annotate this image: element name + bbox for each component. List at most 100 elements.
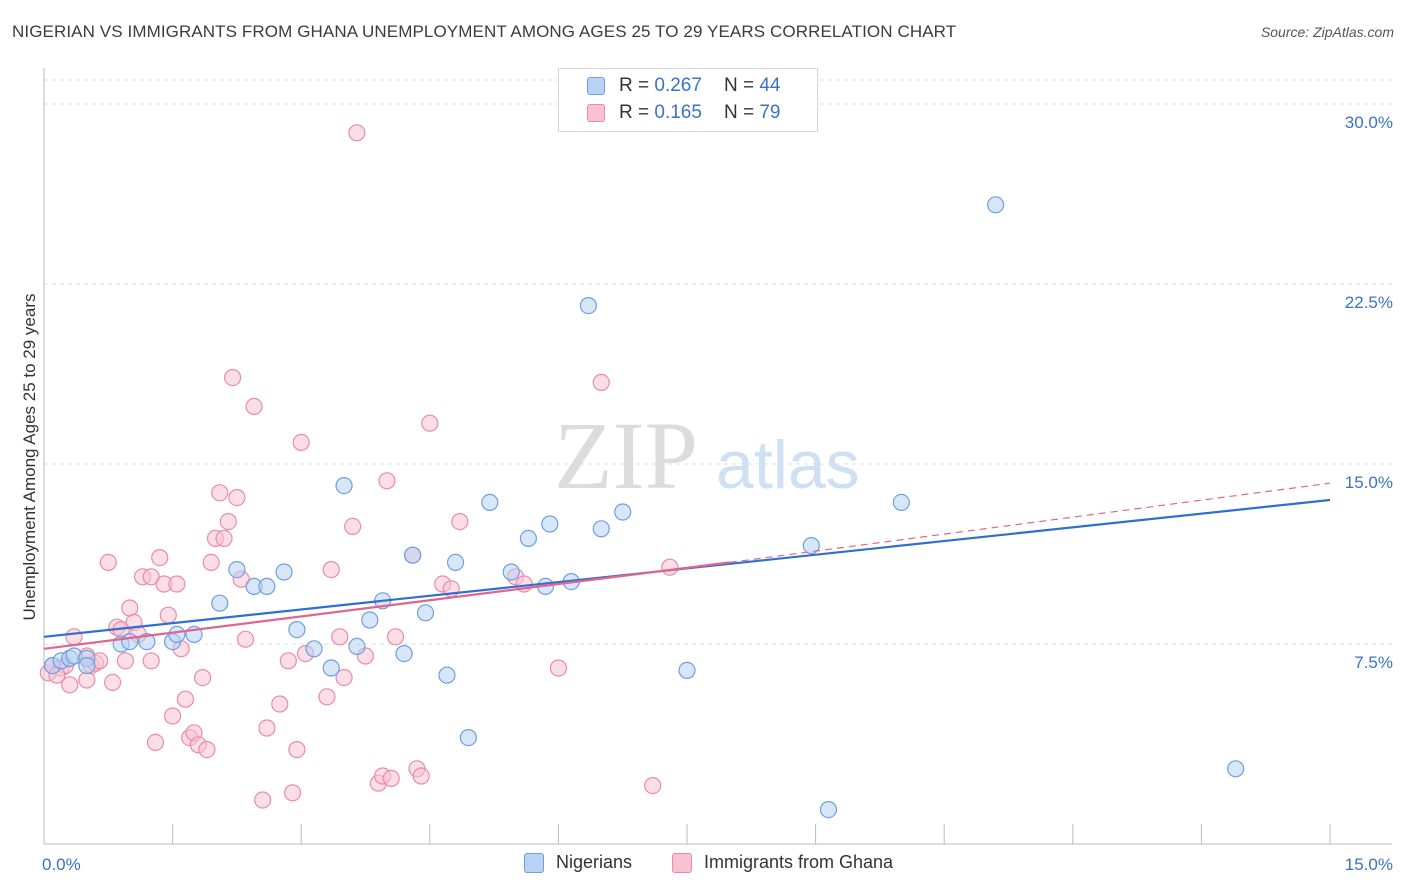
watermark-atlas: atlas xyxy=(716,427,860,503)
nigerian-point xyxy=(121,632,139,651)
ghana-point xyxy=(194,668,212,687)
ghana-point xyxy=(378,472,396,490)
nigerian-point xyxy=(614,503,632,521)
nigerian-point xyxy=(1227,760,1245,778)
ghana-point xyxy=(254,791,272,809)
ghana-point xyxy=(245,397,263,415)
ghana-point xyxy=(146,733,165,752)
y-tick-label: 30.0% xyxy=(1345,113,1393,132)
ghana-point xyxy=(549,659,568,677)
ghana-point xyxy=(331,628,349,646)
series-legend-label: Nigerians xyxy=(556,852,633,872)
nigerian-point xyxy=(502,563,520,581)
ghana-point xyxy=(386,628,405,646)
nigerian-point xyxy=(395,644,413,663)
nigerian-point xyxy=(78,656,96,675)
ghana-point xyxy=(344,517,362,536)
nigerian-point xyxy=(541,515,559,533)
watermark-zip: ZIP xyxy=(554,402,698,509)
legend-swatch-pink xyxy=(587,104,605,122)
gridlines xyxy=(44,79,1392,645)
ghana-point xyxy=(661,558,679,576)
ghana-point xyxy=(219,512,237,531)
legend-swatch-blue xyxy=(587,77,605,95)
ghana-point xyxy=(382,769,400,788)
x-tick-label: 15.0% xyxy=(1345,855,1393,874)
nigerian-point xyxy=(138,632,156,651)
ghana-point xyxy=(318,688,336,706)
ghana-point xyxy=(142,652,160,670)
nigerian-point xyxy=(519,529,537,548)
ghana-trendline xyxy=(43,561,731,650)
series-legend-nigerians: Nigerians xyxy=(524,852,632,873)
nigerian-point xyxy=(322,659,340,677)
ghana-point xyxy=(292,433,310,451)
tick-labels: 7.5% 15.0% 22.5% 30.0% 0.0% 15.0% xyxy=(42,113,1393,874)
nigerian-point xyxy=(228,560,246,579)
nigerian-point xyxy=(579,297,598,315)
ghana-point xyxy=(224,369,242,387)
nigerian-point xyxy=(819,800,838,819)
y-tick-label: 15.0% xyxy=(1345,473,1393,492)
series-legend-label: Immigrants from Ghana xyxy=(704,852,894,872)
nigerian-point xyxy=(275,563,293,581)
series-legend: Nigerians Immigrants from Ghana xyxy=(0,852,1406,878)
ghana-point xyxy=(288,740,306,759)
ghana-point xyxy=(103,673,122,692)
ghana-point xyxy=(151,548,169,567)
nigerian-point xyxy=(361,611,379,629)
ghana-point xyxy=(335,668,353,687)
ghana-point xyxy=(168,575,186,593)
legend-n-nigerians: 44 xyxy=(759,75,781,96)
nigerian-point xyxy=(168,625,186,644)
ghana-point xyxy=(202,553,220,572)
ghana-point xyxy=(142,568,160,586)
legend-r-nigerians: 0.267 xyxy=(654,75,702,96)
ghana-point xyxy=(348,124,366,142)
x-tick-label: 0.0% xyxy=(42,855,81,874)
ghana-point xyxy=(159,606,177,624)
y-tick-label: 22.5% xyxy=(1345,293,1393,312)
ghana-point xyxy=(211,484,229,502)
nigerian-point xyxy=(459,728,477,747)
ghana-point xyxy=(78,671,96,689)
series-legend-ghana: Immigrants from Ghana xyxy=(672,852,893,873)
y-axis-label: Unemployment Among Ages 25 to 29 years xyxy=(20,293,39,621)
ghana-point xyxy=(412,767,430,785)
nigerian-point xyxy=(288,620,306,639)
nigerian-point xyxy=(892,493,910,511)
ghana-point xyxy=(644,776,662,795)
nigerian-point xyxy=(481,493,499,511)
nigerian-point xyxy=(211,594,229,612)
nigerian-point xyxy=(258,577,276,596)
source-label: Source: ZipAtlas.com xyxy=(1260,24,1394,40)
legend-r-ghana: 0.165 xyxy=(654,102,702,123)
watermark: ZIP atlas xyxy=(554,402,860,509)
ghana-point xyxy=(99,553,117,572)
trend-lines xyxy=(43,482,1331,650)
nigerian-points xyxy=(43,196,1245,819)
ghana-point xyxy=(451,512,469,531)
ghana-point xyxy=(228,489,246,507)
ghana-point xyxy=(116,652,135,670)
ghana-point xyxy=(198,740,216,759)
nigerian-point xyxy=(348,637,366,656)
ghana-point xyxy=(271,695,289,713)
legend-r-label: R = xyxy=(619,102,650,123)
nigerian-point xyxy=(592,520,610,538)
legend-row-ghana: R = 0.165 N = 79 xyxy=(587,101,780,125)
ghana-point xyxy=(215,529,233,548)
nigerian-point xyxy=(416,604,435,622)
ghana-point xyxy=(65,628,83,646)
nigerian-point xyxy=(335,477,353,495)
ghana-point xyxy=(164,707,182,725)
nigerian-point xyxy=(305,640,323,658)
ghana-point xyxy=(322,560,340,579)
ghana-point xyxy=(284,784,302,802)
nigerian-point xyxy=(987,196,1005,214)
ghana-points xyxy=(39,124,679,809)
series-swatch-pink xyxy=(672,852,692,873)
ghana-point xyxy=(258,719,276,737)
axes xyxy=(43,68,1392,845)
